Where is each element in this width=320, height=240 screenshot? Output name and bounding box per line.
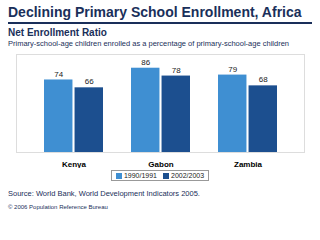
- svg-text:74: 74: [54, 70, 63, 79]
- html-text:Declining Primary School Enrol: Declining Primary School Enrollment, Afr…: [8, 4, 302, 20]
- html-text:Source: World Bank, World Deve: Source: World Bank, World Development In…: [8, 189, 200, 199]
- html-text:Net Enrollment Ratio: Net Enrollment Ratio: [8, 27, 107, 38]
- html-text:2002/2003: 2002/2003: [171, 172, 205, 179]
- svg-text:78: 78: [172, 66, 181, 75]
- svg-text:68: 68: [259, 75, 268, 84]
- svg-text:66: 66: [85, 77, 94, 86]
- html-text:Primary-school-age children en: Primary-school-age children enrolled as …: [8, 39, 289, 48]
- html-text:1990/1991: 1990/1991: [123, 172, 157, 179]
- svg-text:Zambia: Zambia: [234, 160, 263, 168]
- svg-text:Kenya: Kenya: [62, 160, 87, 168]
- svg-text:79: 79: [228, 65, 237, 74]
- svg-text:Gabon: Gabon: [148, 160, 173, 168]
- html-text:© 2006 Population Reference Bu: © 2006 Population Reference Bureau: [8, 204, 108, 211]
- svg-text:86: 86: [141, 58, 150, 67]
